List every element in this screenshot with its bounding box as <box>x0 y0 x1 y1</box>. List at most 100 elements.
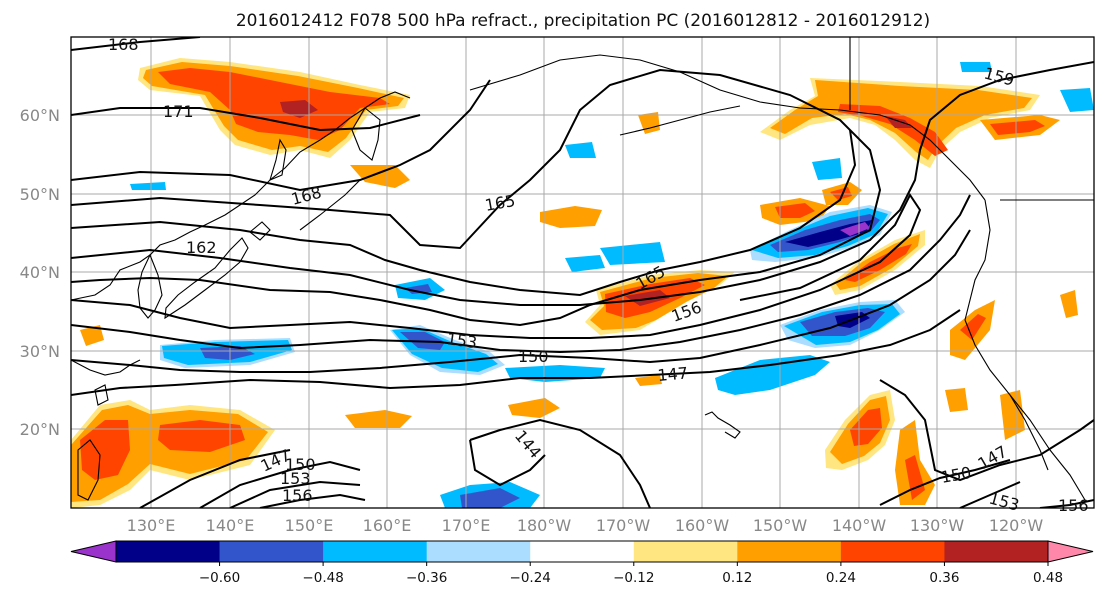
iso-147-se <box>879 379 1094 482</box>
coast-bc-coast <box>964 199 991 321</box>
lat-tick-label: 20°N <box>20 420 60 439</box>
iso-150-se <box>879 459 1011 506</box>
lat-tick-label: 60°N <box>20 106 60 125</box>
shade-neg-g <box>600 242 665 265</box>
iso-150-sw <box>199 460 361 508</box>
shade-neg-f <box>565 255 605 272</box>
iso-144b <box>469 439 546 487</box>
contour-label: 153 <box>280 469 311 488</box>
coast-hawaii <box>704 411 741 439</box>
lat-axis: 60°N 50°N 40°N 30°N 20°N <box>20 106 60 439</box>
colorbar-swatch <box>116 541 221 562</box>
colorbar-tick-label: −0.24 <box>510 570 551 586</box>
map-title: 2016012412 F078 500 hPa refract., precip… <box>236 11 930 31</box>
lon-tick-label: 170°E <box>442 516 491 535</box>
colorbar: −0.60 −0.48 −0.36 −0.24 −0.12 0.12 0.24 0.36 0.4… <box>70 540 1094 586</box>
shade-wp-in <box>80 420 130 480</box>
lon-tick-label: 140°W <box>832 516 887 535</box>
shade-blob-c <box>540 206 602 228</box>
lon-tick-label: 170°W <box>596 516 651 535</box>
shade-blob-j <box>345 410 412 428</box>
colorbar-swatch <box>426 541 531 562</box>
coast-westus <box>964 319 1086 501</box>
coast-baja <box>1009 394 1049 471</box>
contour-label: 156 <box>1058 496 1089 515</box>
contour-label: 162 <box>186 238 217 257</box>
colorbar-swatch <box>944 541 1049 562</box>
shade-sub-east-in <box>850 408 882 446</box>
iso-156-sw <box>259 493 366 508</box>
iso-156-se <box>1039 499 1094 508</box>
colorbar-tick-label: −0.36 <box>406 570 447 586</box>
colorbar-swatch <box>323 541 428 562</box>
iso-153 <box>71 194 971 354</box>
lon-tick-label: 150°E <box>285 516 334 535</box>
lon-tick-label: 160°W <box>675 516 730 535</box>
lon-axis: 130°E 140°E 150°E 160°E 170°E 180°W 170°… <box>127 516 1044 535</box>
isolines <box>71 37 1094 508</box>
colorbar-swatch <box>737 541 842 562</box>
shade-blob-e <box>1060 290 1078 318</box>
coast-japan <box>164 237 249 320</box>
lon-tick-label: 160°E <box>363 516 412 535</box>
shade-blob-g <box>638 112 660 134</box>
shade-neg-d-in <box>200 346 255 360</box>
shade-goa-in <box>838 104 948 156</box>
iso-168 <box>71 79 491 192</box>
coast-sakhalin <box>269 138 287 181</box>
contour-label: 147 <box>657 363 689 385</box>
iso-171 <box>71 107 421 132</box>
lon-tick-label: 150°W <box>753 516 808 535</box>
colorbar-swatch <box>633 541 738 562</box>
shade-blob-i <box>635 375 662 386</box>
iso-168-north <box>71 37 201 51</box>
colorbar-swatch <box>219 541 324 562</box>
contour-label: 150 <box>285 455 316 474</box>
iso-159 <box>71 61 1094 306</box>
shade-blob-f <box>350 165 410 188</box>
shade-neg-l <box>1060 88 1094 112</box>
lat-tick-label: 30°N <box>20 342 60 361</box>
coast-philippines <box>77 439 101 501</box>
shade-neg-k2 <box>460 488 520 508</box>
contour-label: 171 <box>163 102 194 121</box>
colorbar-swatch <box>840 541 945 562</box>
shade-sub-east3 <box>945 388 968 412</box>
iso-150 <box>71 229 971 373</box>
shade-wp-in2 <box>158 420 245 452</box>
lon-tick-label: 180°W <box>517 516 572 535</box>
colorbar-tick-label: −0.48 <box>302 570 343 586</box>
colorbar-tick-label: 0.24 <box>826 570 856 586</box>
colorbar-swatch <box>530 541 635 562</box>
coast-taiwan <box>94 384 109 406</box>
lon-tick-label: 140°E <box>206 516 255 535</box>
colorbar-tick-label: 0.48 <box>1033 570 1063 586</box>
shade-neg-m <box>130 182 166 190</box>
iso-153-se <box>959 481 1021 508</box>
contour-label: 156 <box>282 486 313 505</box>
shade-neg-h2 <box>405 284 432 294</box>
colorbar-tick-label: −0.60 <box>199 570 240 586</box>
colorbar-tick-label: −0.12 <box>613 570 654 586</box>
lat-tick-label: 40°N <box>20 263 60 282</box>
lat-tick-label: 50°N <box>20 185 60 204</box>
coast-asia-mainland <box>71 91 411 301</box>
contour-label: 153 <box>445 329 478 352</box>
colorbar-extend-high <box>1047 540 1094 563</box>
iso-153-sw <box>229 480 361 508</box>
contour-label: 150 <box>518 347 549 366</box>
iso-144 <box>469 418 651 508</box>
colorbar-extend-low <box>70 540 117 563</box>
coast-aleutians <box>619 105 741 136</box>
shade-neg-i <box>565 142 596 158</box>
colorbar-tick-label: 0.12 <box>722 570 752 586</box>
shade-sub-east2-in <box>905 455 925 500</box>
map-frame <box>70 36 1095 509</box>
shade-neg-big-pk <box>840 222 870 236</box>
coast-kamchatka <box>351 107 381 161</box>
shade-neg-e2 <box>715 355 830 395</box>
lon-tick-label: 120°W <box>989 516 1044 535</box>
contour-label: 168 <box>108 35 139 54</box>
iso-162 <box>71 129 857 297</box>
shade-blob-a-in <box>775 203 815 218</box>
